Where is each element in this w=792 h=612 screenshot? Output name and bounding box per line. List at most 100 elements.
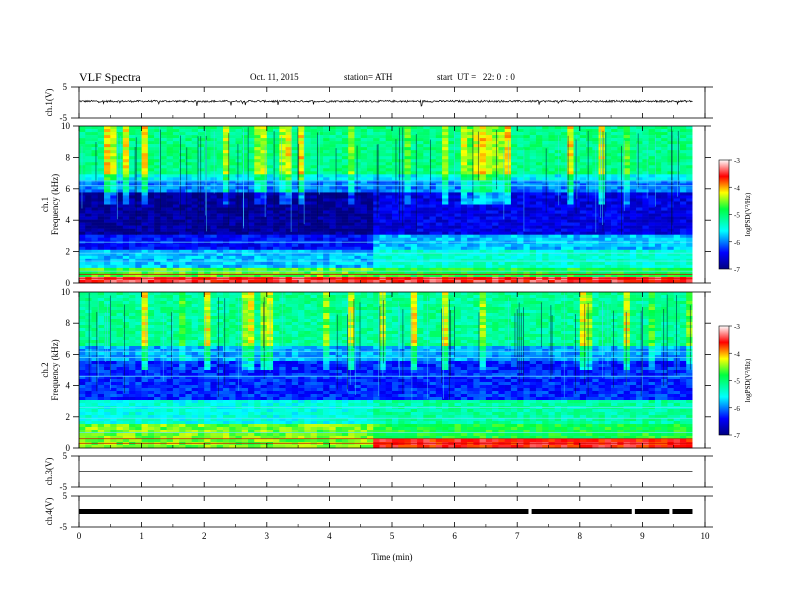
spectrogram-cell [135, 147, 142, 151]
spectrogram-cell [648, 258, 656, 263]
spectrogram-cell [266, 192, 274, 196]
spectrogram-cell [254, 129, 261, 133]
spectrogram-cell [385, 255, 393, 260]
spectrogram-cell [310, 201, 318, 205]
spectrogram-cell [404, 273, 412, 278]
spectrogram-cell [492, 261, 499, 266]
spectrogram-cell [379, 192, 387, 196]
spectrogram-cell [510, 135, 518, 139]
spectrogram-cell [298, 234, 305, 239]
spectrogram-cell [273, 195, 280, 199]
spectrogram-cell [673, 204, 681, 208]
spectrogram-cell [279, 249, 286, 254]
spectrogram-cell [492, 279, 499, 284]
spectrogram-cell [229, 144, 236, 148]
spectrogram-cell [235, 273, 243, 278]
spectrogram-cell [492, 210, 499, 214]
spectrogram-cell [191, 273, 199, 278]
spectrogram-cell [604, 222, 612, 226]
spectrogram-cell [529, 243, 537, 248]
spectrogram-cell [586, 261, 593, 266]
spectrogram-cell [235, 261, 243, 266]
spectrogram-cell [348, 231, 355, 235]
spectrogram-cell [611, 195, 618, 199]
spectrogram-cell [442, 165, 449, 169]
spectrogram-cell [216, 177, 224, 181]
spectrogram-cell [116, 147, 124, 151]
spectrogram-cell [573, 228, 581, 232]
spectrogram-cell [172, 174, 180, 178]
spectrogram-cell [135, 138, 142, 142]
spectrogram-cell [517, 228, 524, 232]
spectrogram-cell [492, 162, 499, 166]
spectrogram-cell [398, 177, 405, 181]
spectrogram-cell [467, 159, 474, 163]
spectrogram-cell [97, 129, 105, 133]
spectrogram-cell [473, 279, 480, 284]
spectrogram-cell [410, 243, 418, 248]
spectrogram-cell [561, 177, 568, 181]
spectrogram-cell [260, 237, 268, 242]
spectrogram-cell [579, 198, 587, 202]
spectrogram-cell [166, 144, 174, 148]
spectrogram-cell [642, 228, 649, 232]
spectrogram-cell [160, 255, 167, 260]
spectrogram-cell [636, 228, 643, 232]
spectrogram-cell [423, 177, 430, 181]
spectrogram-cell [442, 264, 449, 269]
spectrogram-cell [636, 174, 643, 178]
spectrogram-cell [329, 126, 336, 130]
spectrogram-cell [529, 228, 537, 232]
spectrogram-cell [216, 264, 224, 269]
spectrogram-cell [316, 180, 324, 184]
spectrogram-cell [435, 201, 443, 205]
spectrogram-cell [392, 189, 399, 193]
spectrogram-cell [323, 186, 330, 190]
spectrogram-cell [423, 174, 430, 178]
spectrogram-cell [654, 153, 662, 157]
spectrogram-cell [310, 150, 318, 154]
spectrogram-cell [517, 189, 524, 193]
spectrogram-cell [654, 171, 662, 175]
spectrogram-cell [122, 264, 130, 269]
spectrogram-cell [410, 210, 418, 214]
spectrogram-cell [248, 186, 255, 190]
spectrogram-cell [204, 234, 211, 239]
spectrogram-cell [454, 279, 462, 284]
spectrogram-cell [85, 141, 92, 145]
spectrogram-cell [85, 159, 92, 163]
spectrogram-cell [304, 270, 311, 275]
spectrogram-cell [404, 144, 412, 148]
spectrogram-cell [435, 216, 443, 220]
spectrogram-cell [611, 255, 618, 260]
spectrogram-cell [160, 213, 167, 217]
spectrogram-cell [335, 156, 343, 160]
spectrogram-cell [535, 231, 543, 235]
spectrogram-cell [185, 264, 192, 269]
spectrogram-cell [323, 249, 330, 254]
spectrogram-cell [235, 225, 243, 229]
spectrogram-cell [335, 210, 343, 214]
spectrogram-cell [304, 225, 311, 229]
spectrogram-cell [410, 204, 418, 208]
spectrogram-cell [129, 216, 136, 220]
spectrogram-cell [210, 186, 218, 190]
spectrogram-cell [667, 273, 674, 278]
spectrogram-cell [611, 207, 618, 211]
spectrogram-cell [535, 141, 543, 145]
spectrogram-cell [179, 252, 186, 257]
spectrogram-cell [166, 132, 174, 136]
spectrogram-cell [492, 207, 499, 211]
spectrogram-cell [429, 249, 437, 254]
spectrogram-cell [354, 162, 361, 166]
spectrogram-cell [348, 261, 355, 266]
spectrogram-cell [154, 159, 161, 163]
spectrogram-cell [586, 258, 593, 263]
spectrogram-cell [229, 168, 236, 172]
spectrogram-cell [611, 210, 618, 214]
spectrogram-cell [460, 219, 468, 223]
spectrogram-cell [260, 201, 268, 205]
spectrogram-cell [122, 279, 130, 284]
spectrogram-cell [216, 129, 224, 133]
spectrogram-cell [504, 210, 512, 214]
